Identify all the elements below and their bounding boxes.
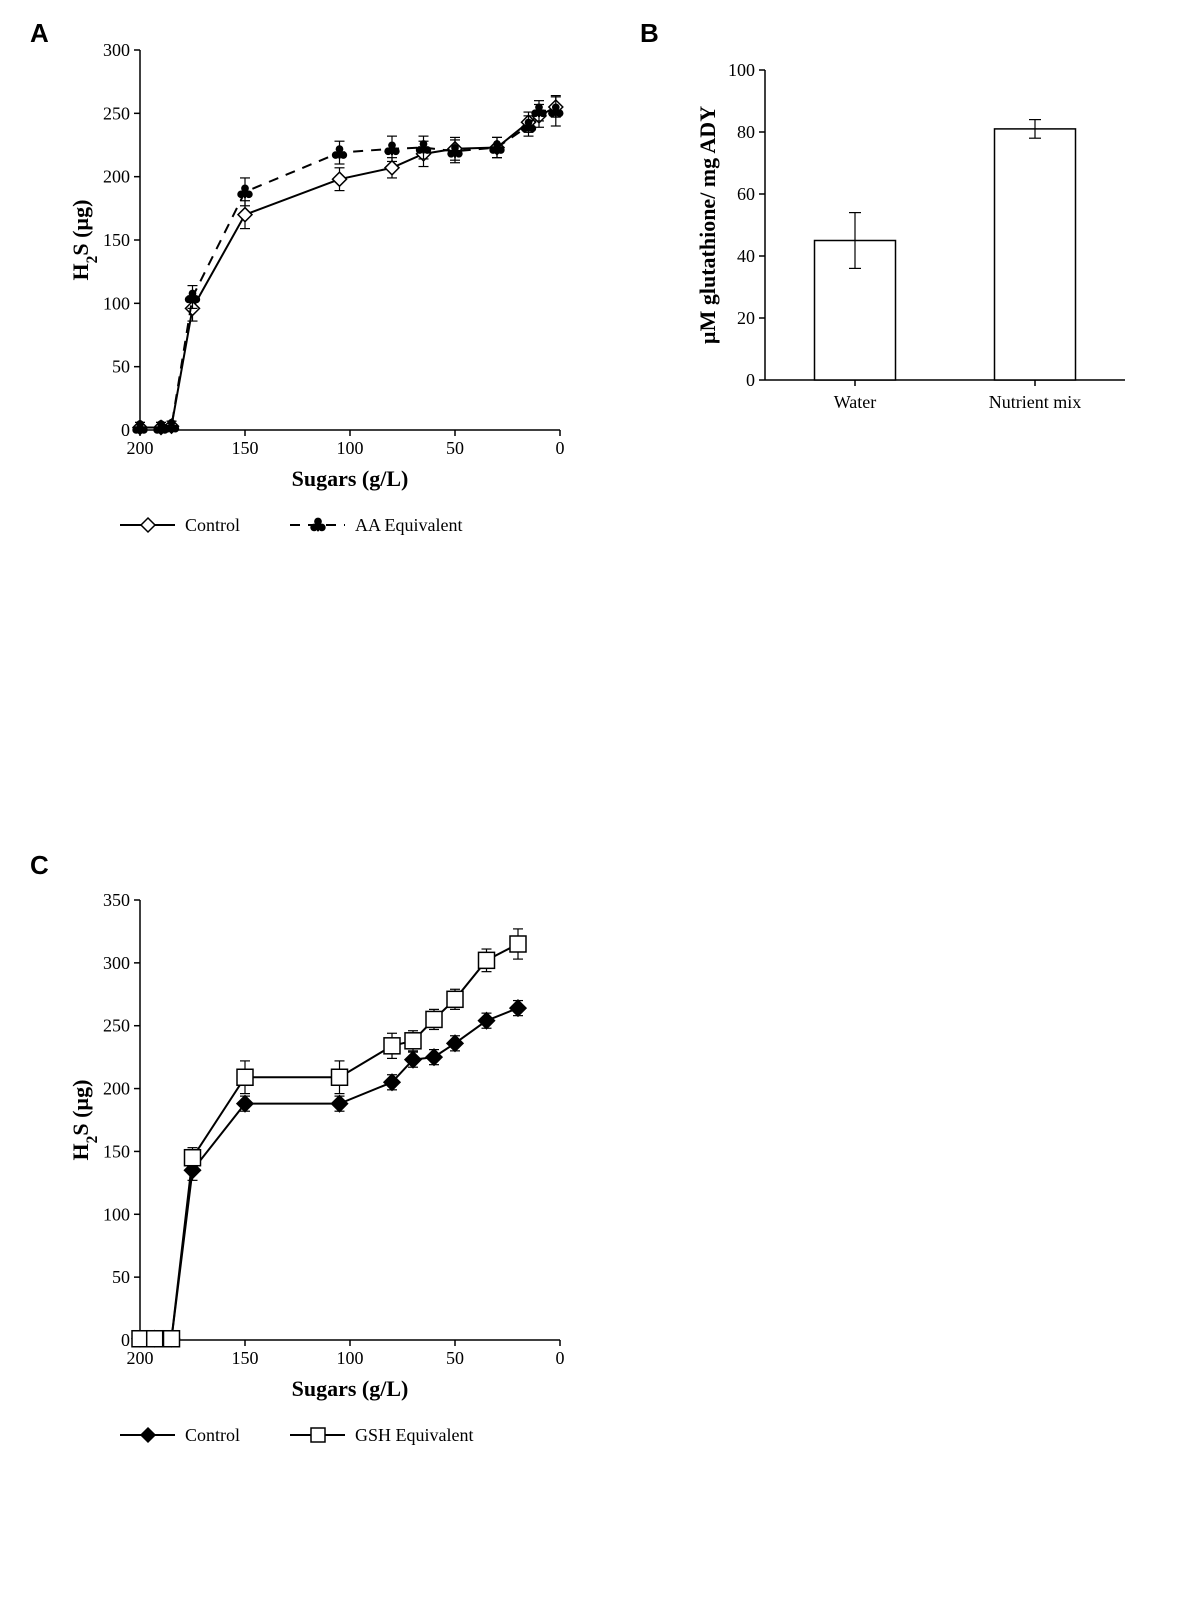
svg-text:100: 100 [337, 1348, 364, 1368]
svg-text:20: 20 [737, 308, 755, 328]
svg-text:0: 0 [121, 1330, 130, 1350]
svg-text:300: 300 [103, 953, 130, 973]
figure-root: A B C 050100150200250300200150100500H2S … [0, 0, 1200, 1614]
svg-text:H2S (µg): H2S (µg) [68, 1080, 101, 1161]
svg-text:80: 80 [737, 122, 755, 142]
svg-text:200: 200 [103, 167, 130, 187]
svg-text:150: 150 [232, 1348, 259, 1368]
svg-text:200: 200 [103, 1079, 130, 1099]
panel-c-label: C [30, 850, 49, 881]
svg-text:150: 150 [232, 438, 259, 458]
svg-text:0: 0 [121, 420, 130, 440]
svg-text:Control: Control [185, 1425, 240, 1445]
svg-text:100: 100 [337, 438, 364, 458]
svg-text:Control: Control [185, 515, 240, 535]
svg-text:50: 50 [112, 1267, 130, 1287]
svg-text:100: 100 [728, 60, 755, 80]
svg-text:150: 150 [103, 1141, 130, 1161]
svg-text:Water: Water [834, 392, 877, 412]
svg-text:0: 0 [556, 1348, 565, 1368]
panel-a-label: A [30, 18, 49, 49]
svg-text:50: 50 [446, 438, 464, 458]
svg-text:Sugars (g/L): Sugars (g/L) [292, 1376, 409, 1401]
svg-text:H2S (µg): H2S (µg) [68, 200, 101, 281]
svg-text:50: 50 [446, 1348, 464, 1368]
svg-text:0: 0 [746, 370, 755, 390]
svg-text:µM glutathione/ mg ADY: µM glutathione/ mg ADY [695, 106, 720, 344]
svg-text:100: 100 [103, 1204, 130, 1224]
panel-c-chart: 0 50 100 150 200 250 300 350 200 150 100 50 0 H2S (µg… [60, 880, 620, 1500]
svg-text:AA Equivalent: AA Equivalent [355, 515, 462, 535]
svg-text:GSH Equivalent: GSH Equivalent [355, 1425, 474, 1445]
svg-text:40: 40 [737, 246, 755, 266]
svg-text:200: 200 [127, 438, 154, 458]
svg-text:300: 300 [103, 40, 130, 60]
svg-text:150: 150 [103, 230, 130, 250]
svg-text:Sugars (g/L): Sugars (g/L) [292, 466, 409, 491]
svg-text:Nutrient mix: Nutrient mix [989, 392, 1082, 412]
svg-text:350: 350 [103, 890, 130, 910]
panel-a-chart: 0 50 100 150 200 250 300 200 150 100 50 0 H2S (µg) Su… [60, 30, 620, 590]
svg-text:50: 50 [112, 357, 130, 377]
svg-text:200: 200 [127, 1348, 154, 1368]
svg-text:100: 100 [103, 293, 130, 313]
svg-text:250: 250 [103, 103, 130, 123]
panel-b-chart: 0 20 40 60 80 100 µM glutathione/ mg ADY Water N… [690, 50, 1160, 470]
svg-text:0: 0 [556, 438, 565, 458]
panel-b-label: B [640, 18, 659, 49]
svg-text:60: 60 [737, 184, 755, 204]
svg-text:250: 250 [103, 1016, 130, 1036]
